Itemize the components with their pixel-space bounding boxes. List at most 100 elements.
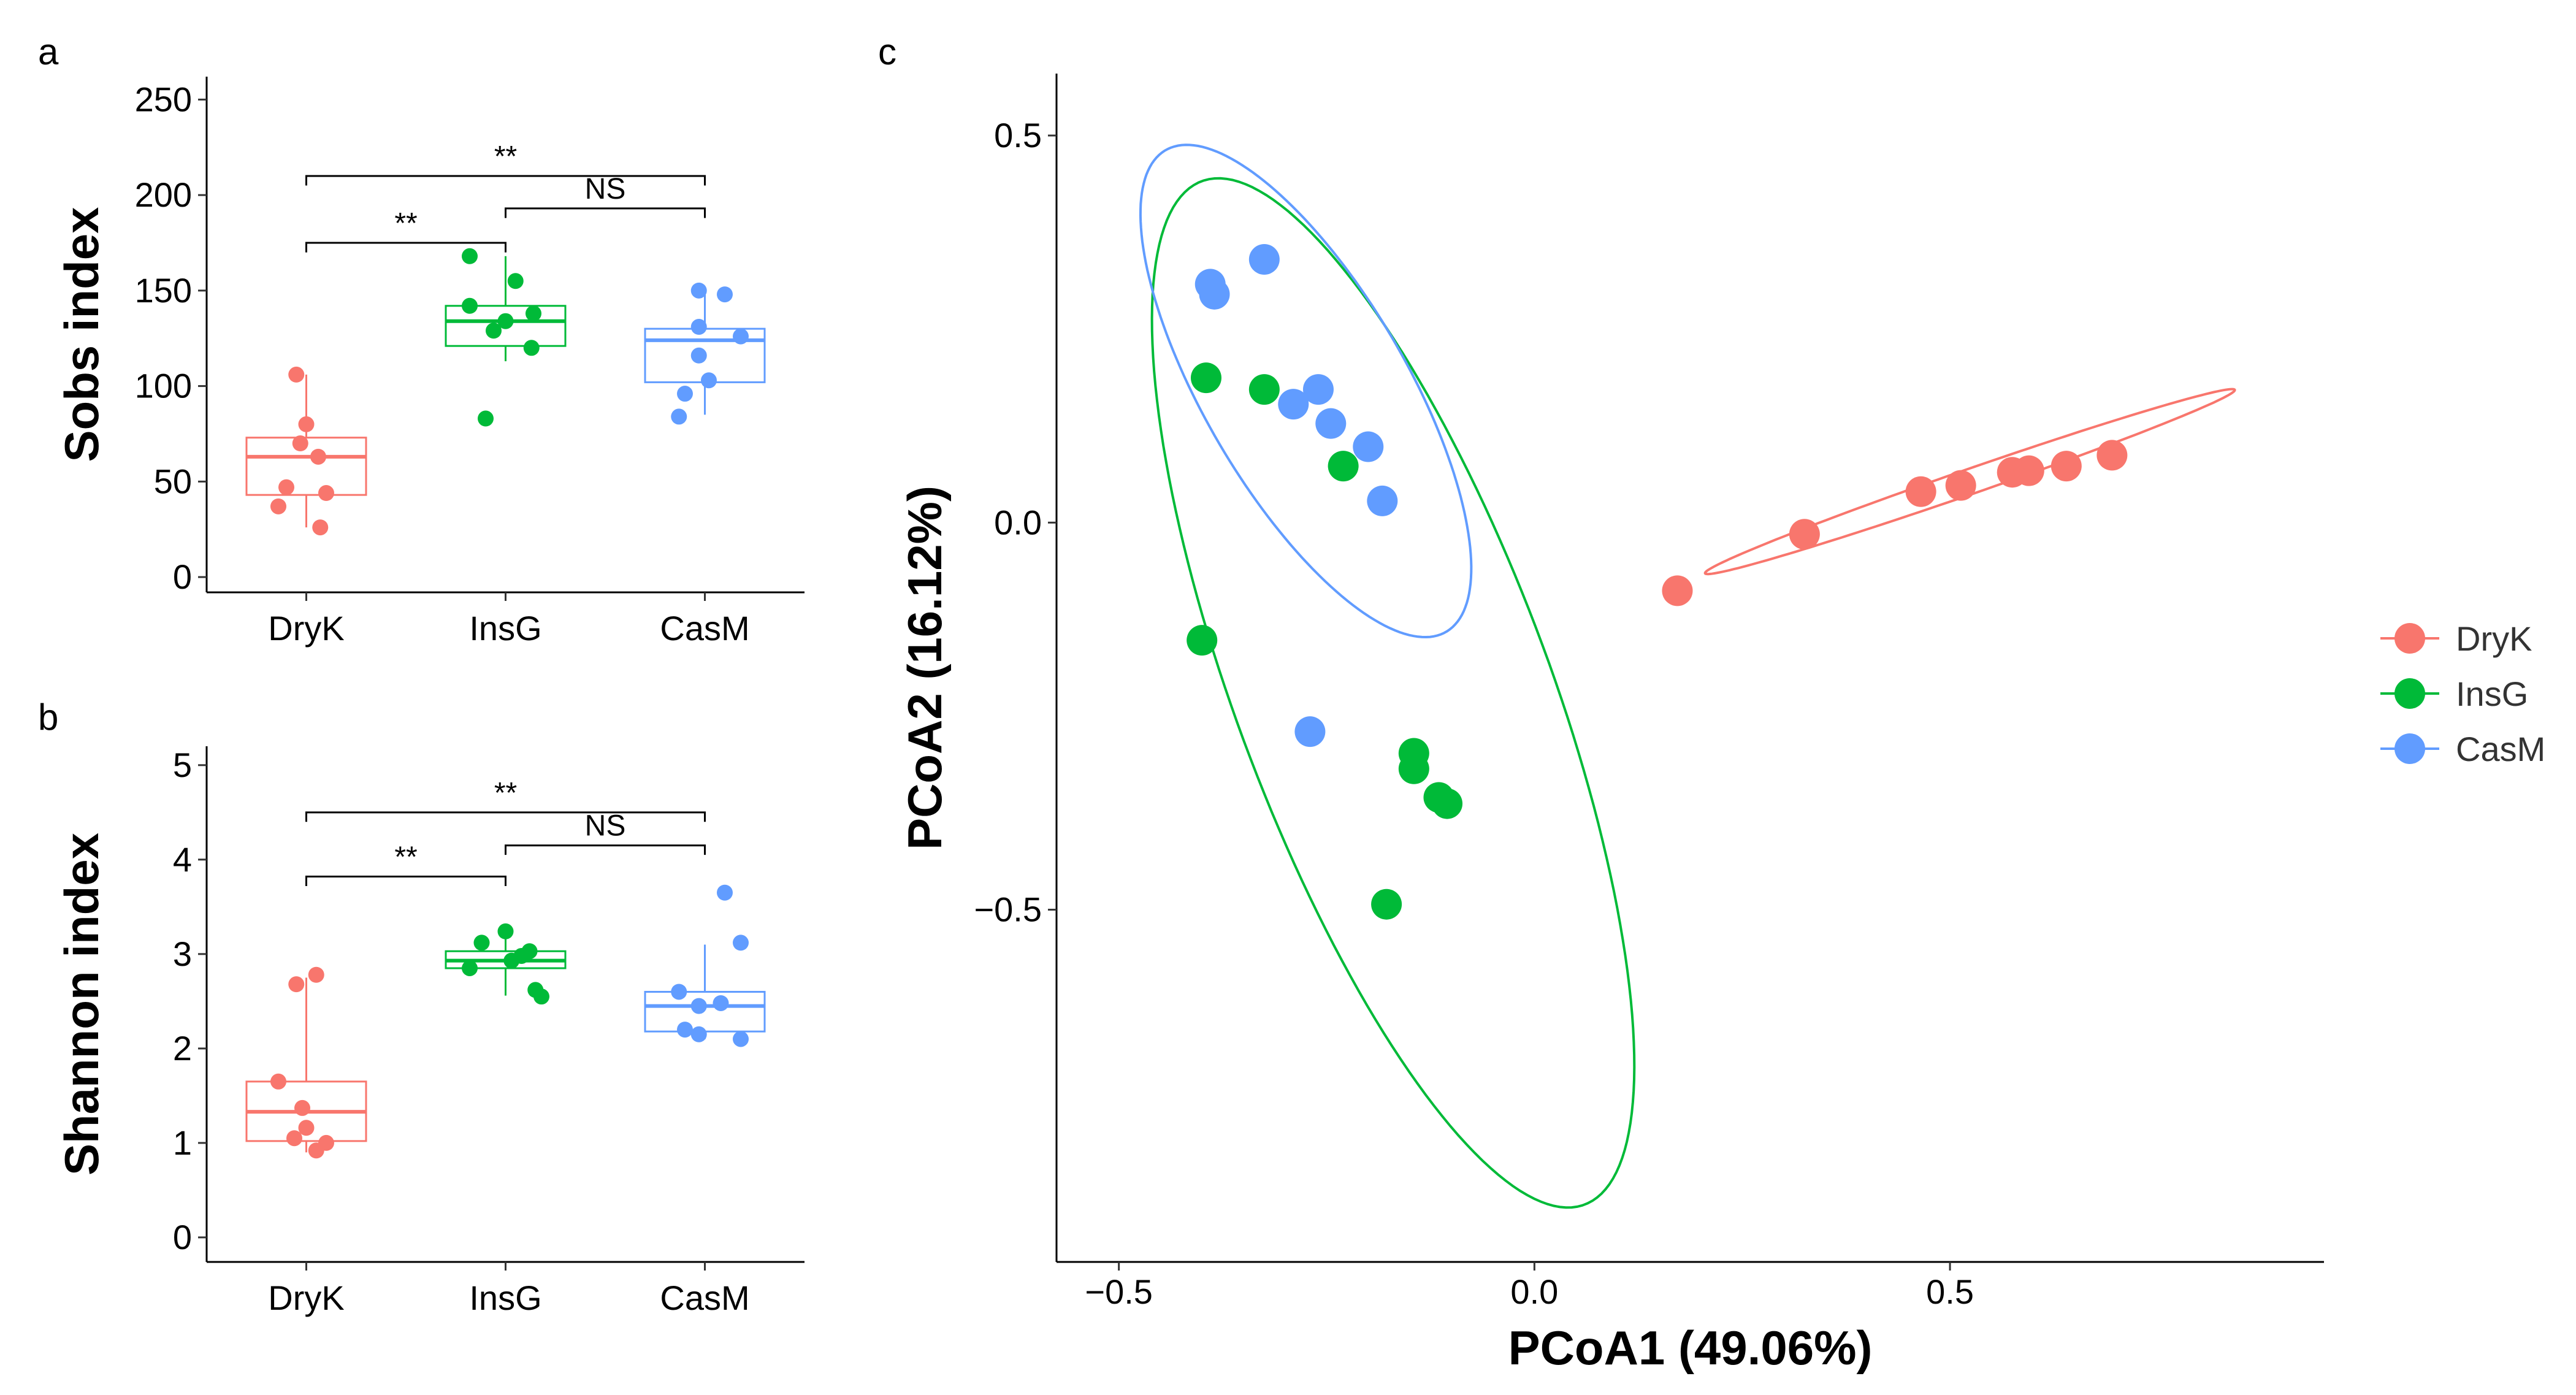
data-point: [497, 923, 514, 939]
data-point: [671, 984, 687, 1000]
data-point: [526, 305, 541, 322]
significance-bracket: [305, 242, 506, 253]
data-point: [462, 297, 478, 314]
ellipse-casm: [1139, 143, 1473, 639]
significance-bracket: [305, 876, 506, 886]
legend-label: DryK: [2456, 619, 2532, 658]
data-point: [294, 1099, 310, 1116]
data-point: [497, 313, 514, 329]
data-point: [298, 1120, 315, 1136]
y-tick-label: 0.5: [994, 116, 1042, 155]
data-point: [478, 410, 494, 427]
y-tick-label: 100: [135, 367, 192, 405]
panel-label-a: a: [38, 31, 59, 72]
data-point: [312, 519, 329, 536]
significance-label: **: [494, 140, 517, 173]
data-point: [308, 966, 324, 983]
data-point: [690, 1026, 707, 1042]
data-point: [713, 995, 729, 1011]
point-insg: [1371, 889, 1402, 920]
data-point: [690, 282, 707, 299]
y-tick-label: 0: [173, 557, 192, 596]
data-point: [677, 1022, 693, 1038]
data-point: [486, 323, 502, 339]
data-point: [717, 286, 733, 303]
sobs-boxplot: 0 50 100 150 200 250 DryK InsG CasM Sobs index ** N…: [55, 77, 805, 648]
y-axis-title: Sobs index: [55, 207, 109, 462]
y-tick-label: 1: [173, 1123, 192, 1162]
x-tick-label: InsG: [469, 1278, 541, 1317]
point-dryk: [2050, 451, 2082, 482]
data-point: [308, 1142, 324, 1159]
y-tick-label: 200: [135, 175, 192, 214]
point-insg: [1187, 625, 1218, 656]
y-tick-label: −0.5: [974, 890, 1042, 929]
data-point: [288, 976, 305, 993]
y-tick-label: 0.0: [994, 503, 1042, 541]
x-tick-label: CasM: [660, 1278, 749, 1317]
data-point: [270, 1073, 286, 1090]
significance-bracket: [305, 811, 706, 822]
x-tick-label: CasM: [660, 609, 749, 648]
panel-label-b: b: [38, 697, 58, 738]
box-insg: [445, 305, 567, 347]
ellipse-insg: [1150, 177, 1636, 1209]
significance-label: **: [494, 777, 517, 809]
data-point: [270, 498, 286, 514]
box-casm: [644, 990, 766, 1033]
x-axis-title: PCoA1 (49.06%): [1508, 1321, 1873, 1375]
legend-key-dryk: [2394, 623, 2425, 654]
data-point: [690, 319, 707, 335]
y-tick-label: 250: [135, 80, 192, 118]
data-point: [690, 347, 707, 364]
point-insg: [1248, 374, 1280, 405]
data-point: [701, 372, 717, 389]
data-point: [523, 340, 540, 356]
data-point: [292, 435, 308, 452]
x-tick-label: −0.5: [1085, 1272, 1153, 1311]
data-point: [717, 884, 733, 901]
panel-label-c: c: [878, 31, 896, 72]
data-point: [733, 1031, 749, 1047]
point-insg: [1432, 788, 1463, 819]
point-dryk: [1945, 470, 1976, 501]
significance-bracket: [505, 844, 706, 855]
data-point: [677, 386, 693, 402]
point-casm: [1278, 389, 1309, 420]
legend: DryK InsG CasM: [2380, 619, 2545, 768]
data-point: [278, 479, 294, 495]
x-tick-label: InsG: [469, 609, 541, 648]
data-point: [690, 998, 707, 1014]
significance-bracket: [305, 175, 706, 186]
x-tick-label: DryK: [268, 609, 344, 648]
point-casm: [1302, 374, 1334, 405]
data-point: [507, 273, 524, 289]
data-point: [733, 328, 749, 345]
data-point: [286, 1130, 302, 1147]
y-tick-label: 4: [173, 840, 192, 879]
y-tick-label: 3: [173, 934, 192, 973]
y-tick-label: 0: [173, 1218, 192, 1256]
point-casm: [1315, 408, 1347, 439]
data-point: [671, 408, 687, 425]
data-point: [462, 248, 478, 264]
legend-key-casm: [2394, 733, 2425, 764]
pcoa-scatter: −0.5 0.0 0.5 0.5 0.0 −0.5 PCoA1 (49.06%) PCoA2 …: [898, 74, 2324, 1375]
data-point: [298, 416, 315, 432]
point-insg: [1398, 753, 1429, 784]
legend-label: CasM: [2456, 730, 2545, 768]
data-point: [733, 934, 749, 951]
point-insg: [1190, 362, 1221, 394]
x-tick-label: 0.0: [1510, 1272, 1558, 1311]
point-dryk: [1905, 476, 1936, 507]
point-casm: [1199, 278, 1230, 310]
y-tick-label: 150: [135, 271, 192, 310]
data-point: [310, 448, 326, 465]
y-tick-label: 2: [173, 1029, 192, 1068]
y-axis-title: Shannon index: [55, 833, 109, 1175]
data-point: [318, 485, 334, 502]
legend-label: InsG: [2456, 675, 2528, 713]
point-casm: [1367, 485, 1398, 516]
legend-key-insg: [2394, 678, 2425, 709]
